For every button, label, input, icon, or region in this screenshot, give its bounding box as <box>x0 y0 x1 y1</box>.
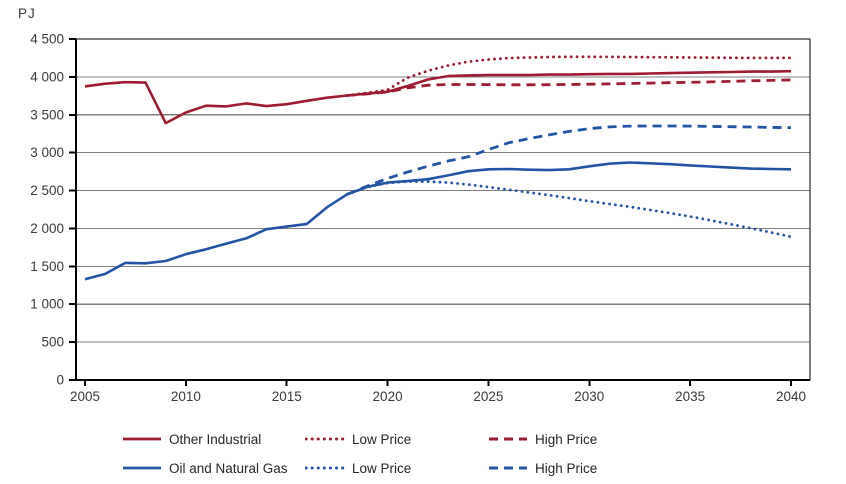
y-tick-label: 2 500 <box>30 183 64 198</box>
x-tick-label: 2030 <box>574 389 604 404</box>
x-tick-label: 2010 <box>171 389 201 404</box>
y-tick-label: 4 500 <box>30 32 64 47</box>
series-line-4 <box>345 55 793 97</box>
y-tick-label: 2 000 <box>30 221 64 236</box>
x-tick-label: 2005 <box>70 389 100 404</box>
plot-border <box>75 38 811 381</box>
x-tick-label: 2035 <box>675 389 705 404</box>
y-tick-label: 1 500 <box>30 259 64 274</box>
series-line-1 <box>84 161 792 281</box>
series-line-3 <box>346 124 792 196</box>
series-line-2 <box>347 78 792 97</box>
series-line-0 <box>84 69 792 125</box>
series-line-5 <box>345 180 793 239</box>
y-tick-label: 3 500 <box>30 107 64 122</box>
x-tick-label: 2020 <box>373 389 403 404</box>
y-tick-label: 500 <box>41 335 64 350</box>
y-tick-label: 1 000 <box>30 297 64 312</box>
x-tick-label: 2015 <box>272 389 302 404</box>
y-tick-label: 0 <box>56 373 64 388</box>
y-tick-label: 4 000 <box>30 69 64 84</box>
x-tick-label: 2040 <box>776 389 806 404</box>
x-tick-label: 2025 <box>473 389 503 404</box>
y-axis-unit-label: PJ <box>18 6 36 21</box>
y-tick-label: 3 000 <box>30 145 64 160</box>
